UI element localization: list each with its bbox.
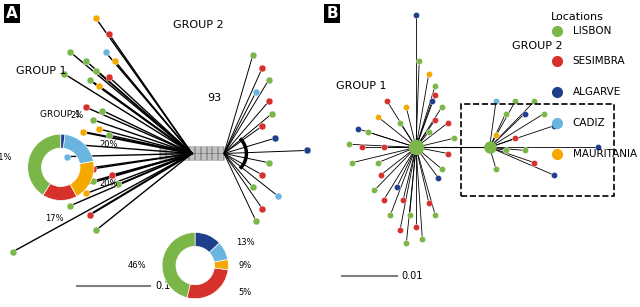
Text: GROUP 1: GROUP 1: [40, 110, 81, 119]
Text: 20%: 20%: [100, 140, 118, 149]
Text: B: B: [326, 6, 338, 21]
Text: 17%: 17%: [45, 214, 63, 223]
Text: 13%: 13%: [236, 238, 254, 247]
Text: LISBON: LISBON: [573, 26, 611, 36]
Text: 5%: 5%: [238, 288, 252, 297]
Text: Locations: Locations: [550, 12, 604, 22]
Text: 9%: 9%: [238, 261, 252, 270]
Wedge shape: [195, 232, 220, 252]
Wedge shape: [43, 184, 77, 200]
Wedge shape: [162, 232, 195, 298]
Text: 20%: 20%: [100, 179, 118, 188]
Wedge shape: [187, 268, 228, 299]
Wedge shape: [70, 161, 94, 196]
Text: GROUP 1: GROUP 1: [337, 81, 387, 91]
Wedge shape: [63, 134, 93, 164]
Wedge shape: [214, 259, 228, 270]
Text: GROUP 1: GROUP 1: [17, 66, 67, 76]
Text: SESIMBRA: SESIMBRA: [573, 56, 625, 66]
Text: MAURITANIA: MAURITANIA: [573, 149, 637, 158]
Text: ALGARVE: ALGARVE: [573, 87, 621, 97]
Text: 46%: 46%: [128, 261, 147, 270]
Text: 2%: 2%: [71, 111, 84, 120]
Text: 93: 93: [207, 93, 221, 103]
Text: A: A: [6, 6, 18, 21]
Text: CADIZ: CADIZ: [573, 118, 605, 128]
Bar: [461, 104, 614, 196]
Text: GROUP 2: GROUP 2: [173, 20, 224, 29]
Text: 0.01: 0.01: [402, 271, 423, 281]
Wedge shape: [61, 134, 65, 148]
Text: 0.1: 0.1: [155, 281, 170, 290]
Text: 41%: 41%: [0, 153, 12, 162]
Wedge shape: [28, 134, 61, 195]
Wedge shape: [209, 243, 228, 262]
Text: GROUP 2: GROUP 2: [512, 41, 563, 51]
